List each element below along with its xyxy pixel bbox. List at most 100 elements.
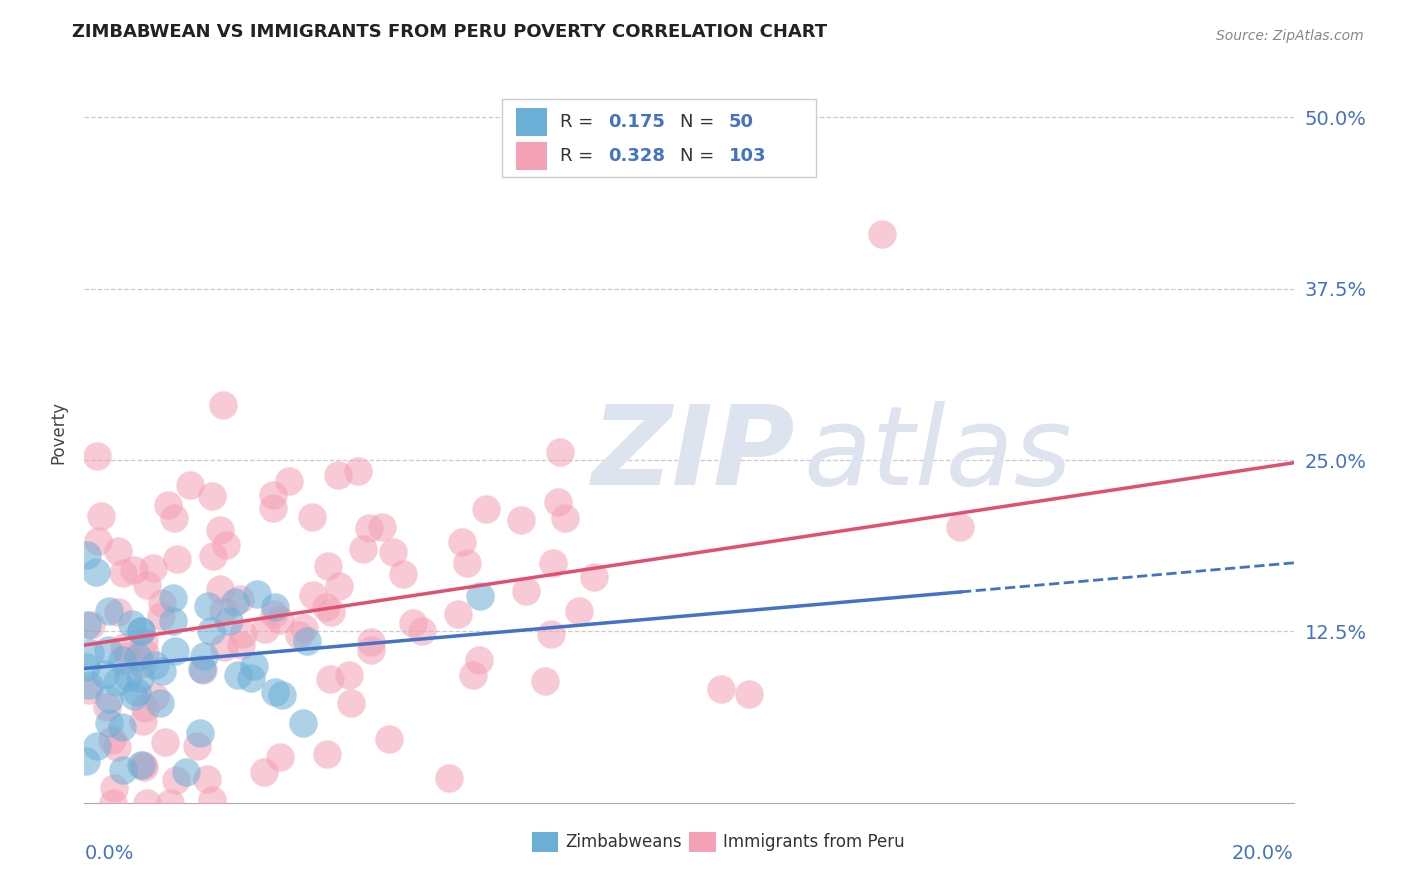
Text: N =: N =	[681, 113, 720, 131]
Point	[131, 758, 153, 772]
Point	[292, 716, 315, 731]
Point	[201, 549, 224, 563]
Point	[253, 764, 276, 779]
Point	[271, 689, 294, 703]
Point	[209, 582, 232, 597]
Text: atlas: atlas	[804, 401, 1073, 508]
Point	[129, 671, 152, 685]
Point	[377, 732, 399, 747]
Point	[98, 604, 121, 618]
Point	[75, 754, 97, 768]
Point	[142, 561, 165, 575]
Point	[136, 796, 159, 810]
Point	[319, 605, 342, 619]
Point	[76, 618, 98, 632]
Point	[131, 657, 153, 671]
Point	[101, 796, 124, 810]
Point	[402, 615, 425, 630]
Point	[76, 548, 98, 562]
Y-axis label: Poverty: Poverty	[49, 401, 67, 464]
Text: ZIMBABWEAN VS IMMIGRANTS FROM PERU POVERTY CORRELATION CHART: ZIMBABWEAN VS IMMIGRANTS FROM PERU POVER…	[72, 23, 827, 41]
Point	[132, 760, 155, 774]
Text: 103: 103	[728, 146, 766, 165]
Point	[150, 664, 173, 678]
Text: R =: R =	[560, 146, 599, 165]
Point	[456, 556, 478, 570]
Point	[468, 590, 491, 604]
Point	[254, 622, 277, 636]
Point	[547, 495, 569, 509]
Point	[269, 750, 291, 764]
Point	[352, 541, 374, 556]
Point	[107, 544, 129, 558]
Point	[96, 700, 118, 714]
Point	[156, 499, 179, 513]
Point	[475, 501, 498, 516]
Point	[269, 613, 291, 627]
FancyBboxPatch shape	[502, 99, 815, 178]
Point	[77, 678, 100, 692]
Point	[79, 646, 101, 660]
Point	[347, 465, 370, 479]
Point	[328, 579, 350, 593]
Point	[277, 475, 299, 489]
Point	[150, 608, 173, 623]
Text: 0.175: 0.175	[607, 113, 665, 131]
Point	[134, 700, 156, 714]
Bar	[516, 108, 547, 136]
Point	[328, 467, 350, 482]
Point	[80, 617, 103, 632]
Point	[191, 662, 214, 676]
Point	[112, 566, 135, 580]
Point	[201, 489, 224, 503]
Point	[132, 714, 155, 729]
Point	[212, 398, 235, 412]
Point	[122, 562, 145, 576]
Point	[75, 660, 97, 674]
Point	[568, 604, 591, 618]
Point	[105, 675, 128, 690]
Point	[135, 577, 157, 591]
Point	[315, 747, 337, 761]
Text: 20.0%: 20.0%	[1232, 844, 1294, 863]
Point	[86, 739, 108, 754]
Point	[111, 763, 134, 777]
Point	[179, 477, 201, 491]
Point	[163, 644, 186, 658]
Point	[381, 545, 404, 559]
Point	[200, 624, 222, 639]
Point	[111, 653, 134, 667]
Point	[98, 691, 121, 706]
Point	[186, 739, 208, 753]
Point	[121, 617, 143, 632]
Text: N =: N =	[681, 146, 720, 165]
Point	[226, 668, 249, 682]
Point	[301, 510, 323, 524]
Point	[97, 643, 120, 657]
Point	[391, 567, 413, 582]
Point	[124, 689, 146, 703]
Point	[224, 595, 246, 609]
Point	[188, 726, 211, 740]
Text: 0.0%: 0.0%	[84, 844, 134, 863]
Point	[292, 621, 315, 635]
Point	[451, 535, 474, 549]
Point	[134, 634, 156, 648]
Point	[738, 687, 761, 701]
Point	[371, 520, 394, 534]
Point	[554, 510, 576, 524]
Text: R =: R =	[560, 113, 599, 131]
Point	[143, 658, 166, 673]
Point	[264, 685, 287, 699]
Point	[197, 599, 219, 614]
Point	[163, 510, 186, 524]
Point	[229, 592, 252, 607]
Point	[150, 596, 173, 610]
Point	[195, 772, 218, 787]
Point	[117, 649, 139, 664]
Point	[193, 648, 215, 663]
Point	[162, 614, 184, 628]
Point	[437, 771, 460, 785]
Point	[103, 781, 125, 796]
Point	[166, 552, 188, 566]
